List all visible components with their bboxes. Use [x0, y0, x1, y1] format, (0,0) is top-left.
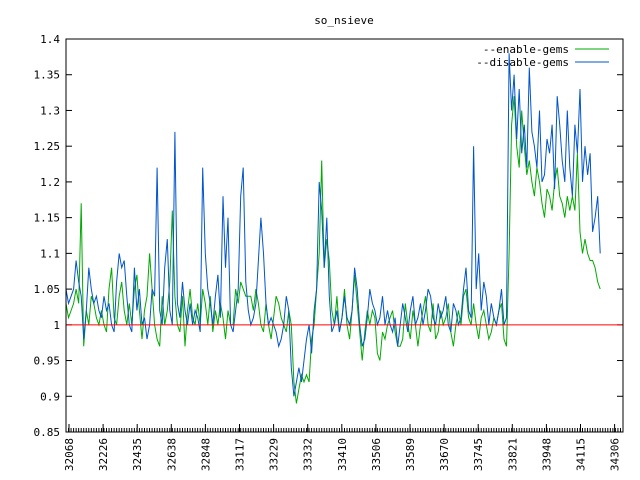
x-tick-label: 33229: [268, 438, 281, 471]
x-tick-label: 32226: [97, 438, 110, 471]
plot-frame: [65, 38, 624, 433]
y-tick-label: 1.25: [34, 140, 61, 153]
series-layer: [65, 53, 623, 404]
x-tick-label: 33410: [336, 438, 349, 471]
series-line-disable-gems: [65, 53, 601, 397]
x-tick-label: 33821: [506, 438, 519, 471]
chart-title: so_nsieve: [314, 14, 374, 27]
y-tick-label: 1.35: [34, 69, 61, 82]
y-tick-label: 1.1: [40, 247, 60, 260]
y-tick-label: 1.4: [40, 33, 60, 46]
x-tick-label: 33745: [472, 438, 485, 471]
x-tick-label: 34306: [609, 438, 622, 471]
y-axis: 0.85 0.9 0.95 1 1.05 1.1 1.15 1.2 1.25 1.3 1.35 1.4: [34, 33, 623, 439]
y-tick-label: 1: [53, 319, 60, 332]
x-tick-label: 32638: [165, 438, 178, 471]
x-tick-label: 33332: [302, 438, 315, 471]
y-tick-label: 0.9: [40, 390, 60, 403]
series-line-enable-gems: [65, 96, 601, 404]
x-tick-label: 33589: [404, 438, 417, 471]
y-tick-label: 1.3: [40, 104, 60, 117]
x-tick-label: 33117: [234, 438, 247, 471]
x-tick-label: 33948: [540, 438, 553, 471]
y-tick-label: 1.05: [34, 283, 61, 296]
x-axis: 32068 32226 32435 32638 32848 33117 33229 33332…: [63, 424, 624, 471]
y-tick-label: 0.95: [34, 355, 61, 368]
x-tick-label: 33670: [438, 438, 451, 471]
legend-label: --disable-gems: [476, 56, 569, 69]
x-tick-label: 33506: [370, 438, 383, 471]
x-tick-label: 32848: [199, 438, 212, 471]
legend: --enable-gems--disable-gems: [476, 43, 609, 69]
x-tick-label: 32435: [131, 438, 144, 471]
x-tick-label: 32068: [63, 438, 76, 471]
x-tick-label: 34115: [575, 438, 588, 471]
y-tick-label: 1.2: [40, 176, 60, 189]
y-tick-label: 0.85: [34, 426, 61, 439]
y-tick-label: 1.15: [34, 212, 61, 225]
legend-label: --enable-gems: [483, 43, 569, 56]
